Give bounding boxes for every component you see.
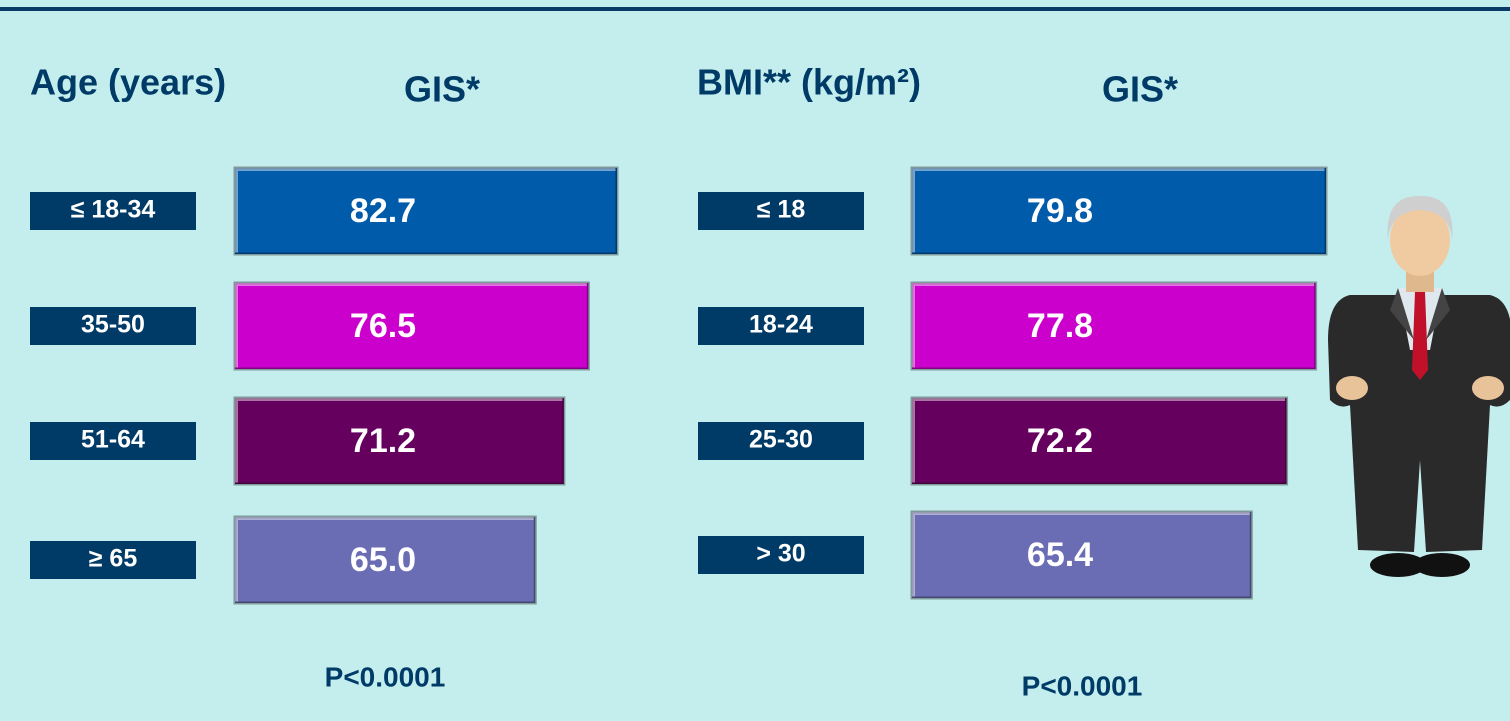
value-label: 82.7	[350, 192, 416, 230]
category-label: ≤ 18	[757, 196, 806, 224]
top-rule	[0, 7, 1510, 11]
category-label: 25-30	[749, 426, 813, 454]
p-value-note: P<0.0001	[1022, 670, 1143, 701]
value-title: GIS*	[404, 69, 480, 110]
p-value-note: P<0.0001	[325, 661, 446, 692]
category-label: 51-64	[81, 426, 145, 454]
category-label: > 30	[756, 540, 805, 568]
category-label: 18-24	[749, 311, 813, 339]
bar	[235, 168, 617, 254]
value-label: 65.0	[350, 541, 416, 579]
category-label: ≥ 65	[89, 545, 138, 573]
category-label: 35-50	[81, 311, 145, 339]
value-label: 71.2	[350, 422, 416, 460]
category-title: BMI** (kg/m²)	[697, 62, 921, 103]
value-label: 72.2	[1027, 422, 1093, 460]
bar	[912, 283, 1316, 369]
value-title: GIS*	[1102, 69, 1178, 110]
category-label: ≤ 18-34	[71, 196, 156, 224]
bar	[912, 168, 1326, 254]
value-label: 79.8	[1027, 192, 1093, 230]
category-title: Age (years)	[30, 62, 226, 103]
value-label: 65.4	[1027, 536, 1093, 574]
value-label: 77.8	[1027, 307, 1093, 345]
value-label: 76.5	[350, 307, 416, 345]
bar	[912, 398, 1287, 484]
slide: Age (years) GIS* ≤ 18-34 82.7 35-50 76.5 51-64…	[0, 0, 1510, 721]
